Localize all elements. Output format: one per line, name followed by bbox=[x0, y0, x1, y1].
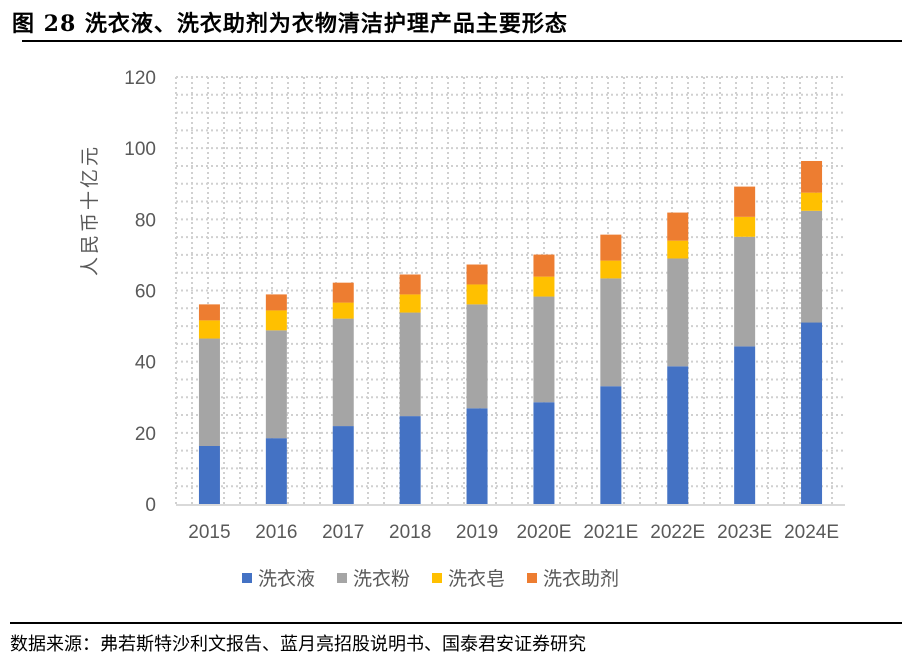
x-tick-label: 2021E bbox=[583, 522, 638, 543]
x-tick-label: 2015 bbox=[188, 522, 230, 543]
bar-segment bbox=[399, 416, 421, 504]
bar-segment bbox=[198, 338, 220, 446]
x-tick-label: 2019 bbox=[456, 522, 498, 543]
legend-swatch bbox=[527, 573, 537, 583]
bar-segment bbox=[332, 302, 354, 319]
y-tick-label: 40 bbox=[135, 353, 156, 374]
bar-segment bbox=[734, 186, 756, 217]
bar-segment bbox=[667, 366, 689, 504]
legend-label: 洗衣皂 bbox=[448, 568, 505, 590]
x-tick-label: 2023E bbox=[717, 522, 772, 543]
bar-segment bbox=[801, 160, 823, 193]
bar-segment bbox=[533, 296, 555, 403]
bar-segment bbox=[265, 330, 287, 439]
legend-label: 洗衣液 bbox=[258, 568, 315, 590]
bar-segment bbox=[466, 264, 488, 285]
bar-segment bbox=[466, 304, 488, 409]
legend-swatch bbox=[432, 573, 442, 583]
bar-segment bbox=[734, 216, 756, 237]
bar-segment bbox=[399, 274, 421, 295]
y-axis-label: 人民币十亿元 bbox=[79, 144, 101, 276]
bar-segment bbox=[466, 284, 488, 305]
x-ticks: 2015 2016 2017 2018 2019 2020E 2021E 2022E 2023E… bbox=[188, 522, 839, 543]
y-tick-label: 80 bbox=[135, 210, 156, 231]
x-tick-label: 2016 bbox=[255, 522, 297, 543]
bar-segment bbox=[399, 312, 421, 417]
bar-segment bbox=[332, 426, 354, 504]
x-tick-label: 2020E bbox=[516, 522, 571, 543]
bar-segment bbox=[265, 310, 287, 331]
x-tick-label: 2018 bbox=[389, 522, 431, 543]
bar-segment bbox=[265, 438, 287, 504]
bar-segment bbox=[198, 445, 220, 504]
legend-label: 洗衣粉 bbox=[353, 568, 410, 590]
title-divider bbox=[22, 40, 902, 42]
bar-segment bbox=[332, 282, 354, 303]
bar-segment bbox=[198, 320, 220, 339]
x-tick-label: 2024E bbox=[784, 522, 839, 543]
x-tick-label: 2022E bbox=[650, 522, 705, 543]
bar-segment bbox=[600, 386, 622, 504]
bar-segment bbox=[667, 212, 689, 241]
bars bbox=[198, 160, 823, 504]
x-tick-label: 2017 bbox=[322, 522, 364, 543]
bar-segment bbox=[600, 234, 622, 261]
bar-segment bbox=[533, 402, 555, 504]
bar-segment bbox=[801, 210, 823, 323]
legend-swatch bbox=[337, 573, 347, 583]
y-tick-label: 20 bbox=[135, 424, 156, 445]
bar-segment bbox=[667, 240, 689, 259]
y-tick-label: 100 bbox=[124, 139, 156, 160]
bar-segment bbox=[533, 276, 555, 297]
source-note: 数据来源：弗若斯特沙利文报告、蓝月亮招股说明书、国泰君安证券研究 bbox=[10, 634, 586, 655]
y-tick-label: 0 bbox=[145, 495, 156, 516]
bar-segment bbox=[801, 192, 823, 211]
bar-segment bbox=[801, 322, 823, 504]
bar-segment bbox=[667, 258, 689, 367]
bar-segment bbox=[600, 260, 622, 279]
y-ticks: 0 20 40 60 80 100 120 bbox=[124, 68, 156, 516]
bar-segment bbox=[332, 318, 354, 427]
bar-segment bbox=[198, 304, 220, 321]
legend-swatch bbox=[242, 573, 252, 583]
y-tick-label: 120 bbox=[124, 68, 156, 89]
bar-segment bbox=[734, 346, 756, 504]
figure-title: 图 28 洗衣液、洗衣助剂为衣物清洁护理产品主要形态 bbox=[12, 11, 568, 37]
bar-segment bbox=[399, 294, 421, 313]
y-tick-label: 60 bbox=[135, 282, 156, 303]
legend-label: 洗衣助剂 bbox=[543, 568, 619, 590]
bar-segment bbox=[265, 294, 287, 311]
bar-segment bbox=[466, 408, 488, 504]
footer-divider bbox=[10, 622, 902, 624]
legend: 洗衣液 洗衣粉 洗衣皂 洗衣助剂 bbox=[242, 568, 619, 590]
bar-segment bbox=[734, 236, 756, 347]
bar-segment bbox=[600, 278, 622, 387]
bar-segment bbox=[533, 254, 555, 277]
